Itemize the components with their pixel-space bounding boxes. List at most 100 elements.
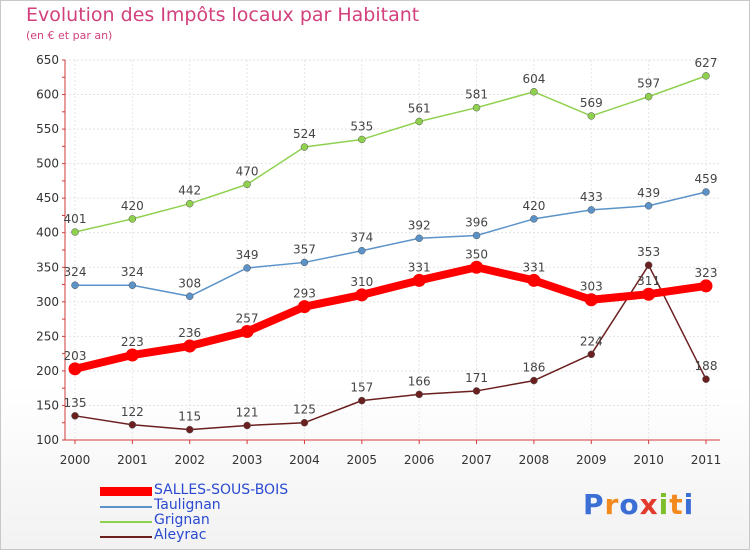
data-point	[300, 143, 309, 151]
logo-letter: t	[669, 488, 684, 521]
y-tick-label: 300	[36, 295, 59, 309]
data-label: 524	[293, 127, 316, 141]
y-tick-label: 400	[36, 226, 59, 240]
data-label: 350	[465, 247, 488, 261]
data-label: 459	[695, 172, 718, 186]
data-label: 166	[408, 374, 431, 388]
x-tick-label: 2009	[576, 453, 607, 467]
x-tick-label: 2004	[289, 453, 320, 467]
data-point	[412, 273, 426, 287]
data-label: 303	[580, 280, 603, 294]
logo-letter: x	[639, 488, 659, 521]
data-label: 331	[408, 260, 431, 274]
x-tick-label: 2000	[60, 453, 91, 467]
data-point	[355, 288, 369, 302]
data-point	[415, 234, 423, 243]
series-line-2	[74, 75, 707, 233]
data-label: 186	[522, 361, 545, 375]
data-point	[71, 281, 79, 289]
data-point	[702, 72, 710, 80]
data-label: 535	[350, 119, 373, 133]
data-label: 310	[350, 275, 373, 289]
data-label: 224	[580, 334, 603, 348]
data-point	[642, 287, 656, 301]
data-point	[699, 279, 713, 293]
data-point	[240, 325, 254, 339]
data-label: 323	[695, 266, 718, 280]
legend-swatch	[100, 520, 152, 523]
data-label: 597	[637, 77, 660, 91]
legend-label: Grignan	[154, 512, 210, 528]
data-point	[702, 188, 710, 196]
y-tick-label: 600	[36, 88, 59, 102]
data-point	[358, 396, 366, 405]
data-label: 203	[64, 349, 87, 363]
data-point	[702, 375, 710, 383]
data-label: 135	[64, 396, 87, 410]
legend-swatch	[100, 535, 152, 538]
data-label: 392	[408, 218, 431, 232]
data-label: 324	[121, 265, 144, 279]
data-label: 125	[293, 403, 316, 417]
proxiti-logo: Proxiti	[583, 488, 694, 521]
chart-subtitle: (en € et par an)	[26, 29, 113, 42]
legend-swatch	[100, 487, 152, 496]
data-point	[530, 215, 538, 223]
data-point	[644, 92, 653, 101]
data-point	[470, 260, 484, 274]
data-point	[71, 228, 79, 236]
x-tick-label: 2002	[174, 453, 205, 467]
data-point	[415, 390, 423, 399]
legend-swatch	[100, 505, 152, 508]
data-point	[644, 261, 653, 269]
y-tick-label: 150	[36, 398, 59, 412]
data-point	[530, 376, 538, 385]
x-tick-label: 2006	[404, 453, 435, 467]
y-tick-label: 500	[36, 157, 59, 171]
y-tick-label: 350	[36, 260, 59, 274]
data-label: 308	[178, 276, 201, 290]
data-point	[587, 350, 596, 359]
data-point	[527, 273, 541, 287]
data-point	[472, 103, 481, 112]
x-tick-label: 2007	[461, 453, 492, 467]
data-label: 433	[580, 190, 603, 204]
data-point	[243, 180, 251, 189]
y-tick-label: 200	[36, 364, 59, 378]
data-label: 188	[695, 359, 718, 373]
data-label: 604	[522, 72, 545, 86]
data-point	[185, 425, 194, 434]
data-label: 442	[178, 184, 201, 198]
series-line-3	[74, 264, 707, 431]
data-point	[243, 421, 251, 430]
data-label: 374	[350, 231, 373, 245]
data-point	[297, 300, 311, 314]
y-tick-label: 100	[36, 433, 59, 447]
data-label: 157	[350, 381, 373, 395]
data-point	[472, 231, 481, 240]
data-label: 569	[580, 96, 603, 110]
data-point	[584, 293, 598, 307]
logo-letter: P	[583, 488, 605, 521]
data-label: 470	[236, 164, 259, 178]
legend-label: SALLES-SOUS-BOIS	[154, 482, 289, 498]
data-label: 420	[522, 199, 545, 213]
data-label: 349	[236, 248, 259, 262]
data-point	[128, 421, 137, 429]
data-point	[125, 348, 139, 362]
data-label: 581	[465, 88, 488, 102]
data-label: 115	[178, 410, 201, 424]
data-point	[185, 292, 194, 301]
data-point	[358, 246, 366, 255]
data-label: 331	[522, 260, 545, 274]
data-point	[71, 412, 79, 420]
data-point	[644, 202, 653, 210]
series-line-0	[71, 263, 710, 373]
y-tick-label: 650	[36, 53, 59, 67]
data-label: 236	[178, 326, 201, 340]
data-label: 324	[64, 265, 87, 279]
legend-label: Aleyrac	[154, 527, 207, 543]
data-label: 420	[121, 199, 144, 213]
y-tick-label: 250	[36, 329, 59, 343]
data-label: 311	[637, 274, 660, 288]
